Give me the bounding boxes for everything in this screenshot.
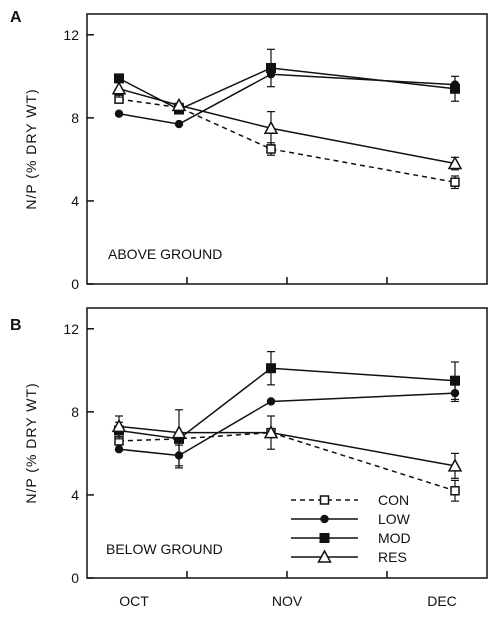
legend-marker xyxy=(317,549,332,563)
y-tick-label: 12 xyxy=(63,321,79,337)
data-point xyxy=(450,177,460,187)
legend-marker xyxy=(319,495,330,505)
legend: CON LOW MOD RES xyxy=(291,492,411,565)
data-point xyxy=(171,425,187,439)
legend-marker xyxy=(320,514,329,524)
data-point xyxy=(450,486,460,496)
panel-annotation: ABOVE GROUND xyxy=(108,246,222,262)
panel-below-ground: 0 4 8 12 B N/P (% DRY WT) BELOW GROUND CON LOW MO… xyxy=(10,307,488,609)
series-res xyxy=(111,79,463,171)
y-tick-label: 4 xyxy=(71,193,79,209)
series-line xyxy=(118,98,456,183)
data-point xyxy=(111,81,127,95)
data-point xyxy=(450,83,460,94)
x-category-label: DEC xyxy=(427,593,457,609)
data-point xyxy=(263,120,279,134)
data-point xyxy=(266,144,276,154)
legend-label: MOD xyxy=(378,530,411,546)
data-point xyxy=(266,63,276,73)
y-tick-label: 8 xyxy=(71,404,79,420)
panel-annotation: BELOW GROUND xyxy=(106,541,223,557)
plot-frame xyxy=(86,307,488,579)
data-point xyxy=(266,363,276,374)
y-axis-title: N/P (% DRY WT) xyxy=(23,382,39,503)
plot-frame xyxy=(86,13,488,285)
x-category-label: NOV xyxy=(272,593,303,609)
series-low xyxy=(114,384,460,467)
data-point xyxy=(266,397,276,406)
series-line xyxy=(118,367,456,440)
series-line xyxy=(118,392,456,457)
y-tick-label: 4 xyxy=(71,487,79,503)
series-res xyxy=(111,415,463,479)
series-line xyxy=(118,67,456,111)
x-category-label: OCT xyxy=(119,593,149,609)
data-point xyxy=(114,109,124,118)
y-tick-label: 0 xyxy=(71,570,79,586)
legend-label: CON xyxy=(378,492,409,508)
data-point xyxy=(111,418,127,433)
data-point xyxy=(174,433,184,444)
data-point xyxy=(174,119,184,129)
series-line xyxy=(118,73,456,125)
y-tick-label: 0 xyxy=(71,276,79,292)
panel-letter: A xyxy=(10,9,22,26)
data-point xyxy=(114,445,124,454)
panel-above-ground: 0 4 8 12 A N/P (% DRY WT) ABOVE GROUND xyxy=(10,9,488,292)
data-point xyxy=(447,155,463,170)
series-line xyxy=(118,431,456,492)
series-mod xyxy=(114,351,460,469)
data-point xyxy=(447,458,463,472)
series-low xyxy=(114,70,460,129)
panel-letter: B xyxy=(10,317,22,334)
series-line xyxy=(118,88,456,165)
data-point xyxy=(263,425,279,439)
legend-marker xyxy=(319,533,330,543)
legend-label: LOW xyxy=(378,511,411,527)
data-point xyxy=(114,73,124,84)
legend-label: RES xyxy=(378,549,407,565)
y-tick-label: 8 xyxy=(71,110,79,126)
series-line xyxy=(118,425,456,467)
y-tick-label: 12 xyxy=(63,27,79,43)
data-point xyxy=(171,97,187,112)
y-axis-title: N/P (% DRY WT) xyxy=(23,88,39,209)
data-point xyxy=(450,375,460,386)
series-con xyxy=(114,427,460,502)
series-con xyxy=(114,94,460,190)
